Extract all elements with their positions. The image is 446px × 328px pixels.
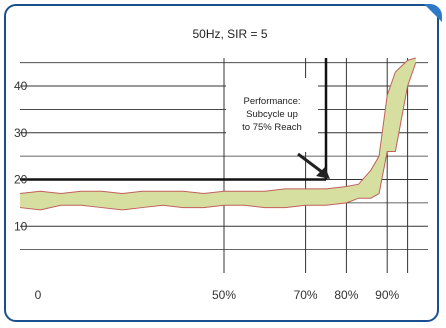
x-tick-label: 0 (35, 288, 42, 302)
data-band (19, 57, 417, 211)
annotation-box (226, 78, 318, 152)
annotation-arrow-shaft (297, 152, 323, 174)
y-tick-label: 20 (14, 173, 28, 187)
annotation-line-1: Performance: (243, 96, 300, 107)
chart-title: 50Hz, SIR = 5 (192, 27, 267, 41)
x-tick-label: 90% (375, 288, 399, 302)
x-tick-label: 80% (334, 288, 358, 302)
x-tick-label: 50% (212, 288, 236, 302)
y-tick-label: 40 (14, 79, 28, 93)
band-upper-edge (19, 57, 416, 195)
axis-labels: 10 20 30 40 0 50% 70% 80% 90% (14, 79, 400, 302)
annotation: Performance: Subcycle up to 75% Reach (226, 78, 330, 179)
y-tick-label: 30 (14, 126, 28, 140)
annotation-line-3: to 75% Reach (242, 122, 302, 133)
annotation-arrow-head (316, 167, 330, 179)
x-tick-label: 70% (294, 288, 318, 302)
band-lower-edge (19, 62, 417, 211)
chart-frame (4, 4, 439, 322)
grid (20, 58, 428, 273)
band-area (20, 58, 416, 210)
reference-lines (20, 58, 328, 181)
y-tick-label: 10 (14, 219, 28, 233)
annotation-line-2: Subcycle up (246, 109, 298, 120)
